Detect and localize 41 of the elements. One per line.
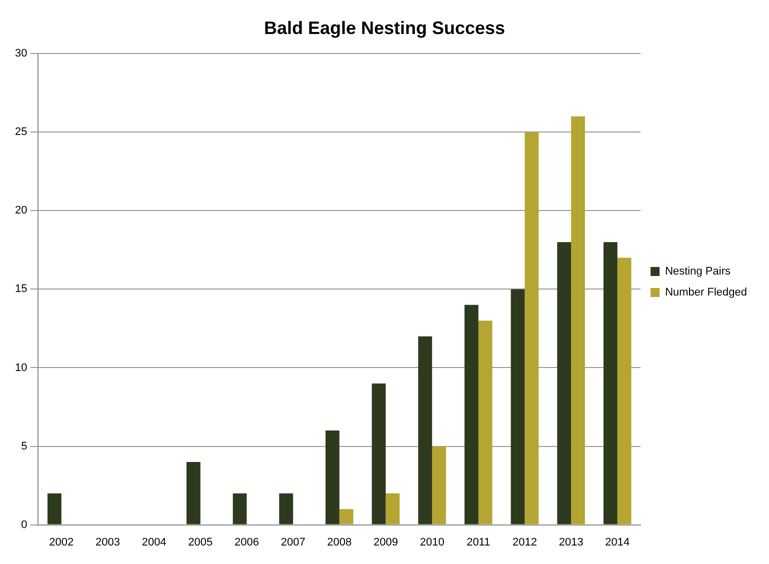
bar — [386, 493, 400, 524]
x-tick-label: 2013 — [558, 536, 584, 548]
bar — [524, 132, 539, 524]
y-tick-label: 10 — [14, 362, 28, 374]
bar — [510, 289, 525, 524]
x-tick-label: 2006 — [234, 536, 259, 548]
bar — [617, 258, 632, 524]
x-tick-label: 2003 — [95, 536, 120, 548]
bar — [372, 383, 386, 524]
bar — [464, 304, 478, 524]
legend-label: Number Fledged — [665, 286, 748, 299]
y-tick-label: 5 — [21, 440, 28, 452]
y-tick-label: 30 — [14, 48, 28, 60]
bar — [418, 336, 432, 524]
y-tick-label: 20 — [14, 204, 28, 217]
bar — [326, 430, 340, 524]
x-tick-label: 2008 — [327, 536, 352, 548]
bar — [339, 509, 354, 524]
x-tick-label: 2007 — [280, 536, 306, 548]
y-tick-label: 15 — [14, 283, 28, 296]
bar — [571, 116, 585, 524]
bar — [186, 462, 200, 524]
x-tick-label: 2004 — [142, 536, 166, 548]
chart-title: Bald Eagle Nesting Success — [264, 18, 506, 38]
bar — [478, 320, 492, 524]
legend-label: Nesting Pairs — [665, 266, 731, 278]
bar — [432, 446, 446, 524]
bar — [604, 242, 618, 524]
x-tick-label: 2014 — [605, 536, 630, 548]
x-tick-label: 2009 — [373, 536, 398, 548]
y-tick-label: 25 — [14, 126, 28, 138]
bar — [557, 242, 572, 524]
bar — [232, 493, 247, 524]
y-tick-label: 0 — [21, 518, 28, 531]
x-tick-label: 2005 — [188, 536, 213, 548]
x-tick-label: 2011 — [466, 536, 490, 548]
x-tick-label: 2012 — [512, 536, 537, 548]
x-tick-label: 2002 — [49, 536, 74, 548]
bar — [279, 493, 294, 524]
bar — [48, 493, 62, 524]
x-tick-label: 2010 — [420, 536, 444, 548]
